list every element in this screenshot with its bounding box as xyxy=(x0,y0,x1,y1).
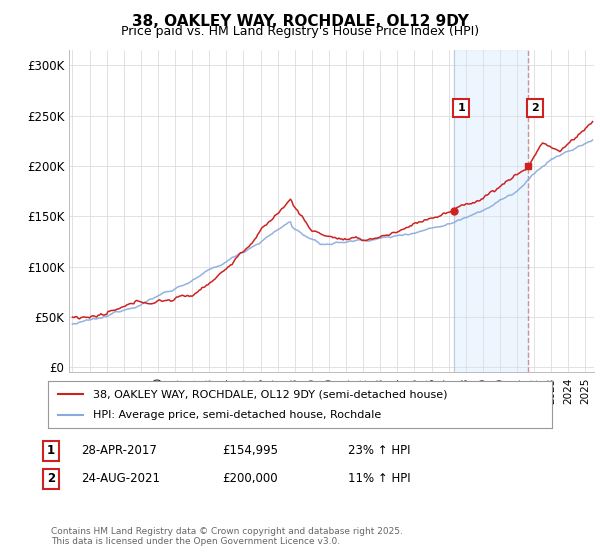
Bar xyxy=(454,50,528,372)
Text: 1: 1 xyxy=(47,444,55,458)
Text: 1: 1 xyxy=(457,102,465,113)
Text: £200,000: £200,000 xyxy=(222,472,278,486)
Text: 2: 2 xyxy=(47,472,55,486)
Text: 2: 2 xyxy=(531,102,539,113)
Text: 23% ↑ HPI: 23% ↑ HPI xyxy=(348,444,410,458)
Text: 11% ↑ HPI: 11% ↑ HPI xyxy=(348,472,410,486)
Text: HPI: Average price, semi-detached house, Rochdale: HPI: Average price, semi-detached house,… xyxy=(94,410,382,420)
Text: Price paid vs. HM Land Registry's House Price Index (HPI): Price paid vs. HM Land Registry's House … xyxy=(121,25,479,38)
Text: 24-AUG-2021: 24-AUG-2021 xyxy=(81,472,160,486)
Text: 38, OAKLEY WAY, ROCHDALE, OL12 9DY: 38, OAKLEY WAY, ROCHDALE, OL12 9DY xyxy=(131,14,469,29)
Text: Contains HM Land Registry data © Crown copyright and database right 2025.
This d: Contains HM Land Registry data © Crown c… xyxy=(51,526,403,546)
Text: 38, OAKLEY WAY, ROCHDALE, OL12 9DY (semi-detached house): 38, OAKLEY WAY, ROCHDALE, OL12 9DY (semi… xyxy=(94,389,448,399)
Text: 28-APR-2017: 28-APR-2017 xyxy=(81,444,157,458)
Text: £154,995: £154,995 xyxy=(222,444,278,458)
